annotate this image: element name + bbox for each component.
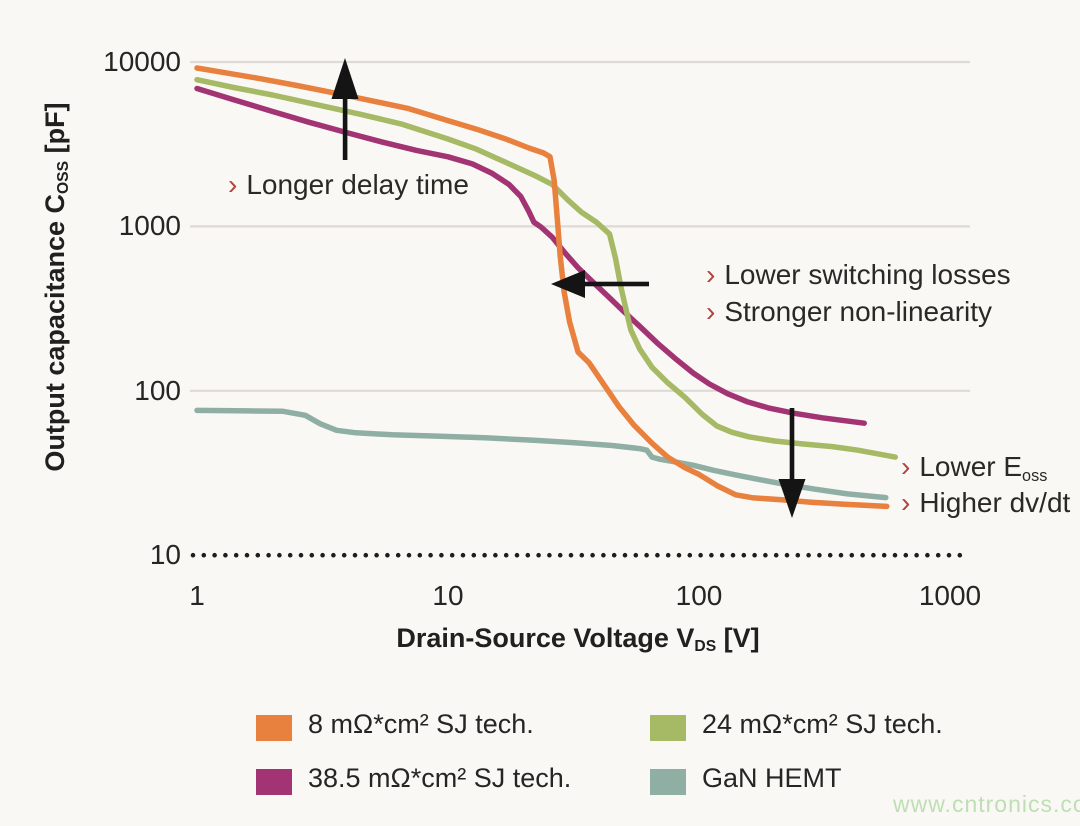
legend-swatch-24mohm	[650, 715, 686, 741]
chevron-icon: ›	[706, 259, 716, 290]
y-axis-title-sub: OSS	[55, 160, 73, 194]
curves	[194, 65, 898, 510]
annotation-text: Lower switching losses	[724, 259, 1011, 290]
curve-8-m-cm-sj-tech-	[194, 65, 890, 510]
legend-swatch-38-5mohm	[256, 769, 292, 795]
up-arrow	[331, 58, 359, 160]
y-axis-title-unit: [pF]	[40, 102, 70, 161]
annotation-text: Lower E	[919, 451, 1023, 482]
x-tick-label: 100	[675, 580, 723, 611]
legend-label-8mohm: 8 mΩ*cm² SJ tech.	[308, 709, 534, 739]
watermark: www.cntronics.com	[893, 791, 1080, 817]
down-arrow	[778, 408, 806, 518]
legend-label-24mohm: 24 mΩ*cm² SJ tech.	[702, 709, 943, 739]
y-tick-label: 10	[149, 539, 181, 571]
annotation-stronger-nonlinearity: › Stronger non-linearity	[706, 296, 992, 327]
x-axis-title-unit: [V]	[716, 623, 760, 653]
chevron-icon: ›	[706, 296, 716, 327]
chevron-icon: ›	[901, 487, 911, 518]
legend-swatch-gan	[650, 769, 686, 795]
annotation-lower-eoss: › Lower Eoss	[901, 451, 1047, 487]
x-axis-title: Drain-Source Voltage VDS [V]	[328, 620, 828, 661]
annotation-lower-switching-losses: › Lower switching losses	[706, 259, 1011, 290]
annotation-text: Higher dv/dt	[919, 487, 1071, 518]
y-tick-label: 1000	[118, 210, 181, 242]
legend-label-38-5mohm: 38.5 mΩ*cm² SJ tech.	[308, 763, 572, 793]
chevron-icon: ›	[228, 169, 238, 200]
curve-24-m-cm-sj-tech-	[194, 76, 898, 460]
annotation-longer-delay: › Longer delay time	[228, 169, 469, 200]
x-axis-title-sub: DS	[694, 638, 717, 656]
annotation-text: Longer delay time	[246, 169, 469, 200]
x-tick-label: 10	[432, 580, 464, 611]
chevron-icon: ›	[901, 451, 911, 482]
curve-gan-hemt	[194, 407, 889, 501]
y-tick-label: 10000	[103, 46, 181, 77]
x-axis-title-text: Drain-Source Voltage V	[396, 623, 695, 653]
left-arrow	[551, 270, 649, 298]
x-tick-label: 1	[189, 580, 205, 611]
curve-38-5-m-cm-sj-tech-	[194, 85, 867, 426]
legend-label-gan: GaN HEMT	[702, 763, 842, 793]
arrows	[331, 58, 806, 518]
y-axis-title: Output capacitance COSS [pF]	[37, 27, 73, 547]
y-axis-title-text: Output capacitance C	[40, 194, 70, 472]
annotation-text: Stronger non-linearity	[724, 296, 993, 327]
y-tick-label: 100	[134, 374, 181, 406]
x-tick-label: 1000	[918, 580, 982, 611]
gridlines	[190, 60, 971, 558]
annotation-higher-dvdt: › Higher dv/dt	[901, 487, 1070, 518]
annotation-sub: oss	[1022, 466, 1048, 485]
legend-swatch-8mohm	[256, 715, 292, 741]
